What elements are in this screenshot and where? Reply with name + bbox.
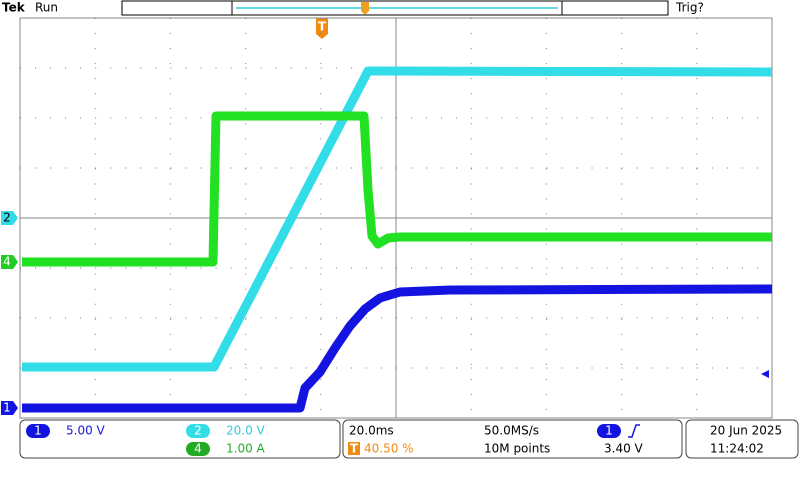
brand: Tek — [2, 1, 26, 15]
ch1-badge-label: 1 — [34, 424, 42, 438]
trace-ch1 — [22, 284, 773, 413]
time-scale: 20.0ms — [349, 424, 394, 438]
trigger-status: Trig? — [675, 1, 704, 15]
trace-ch2 — [22, 66, 773, 372]
ch4-badge — [186, 442, 210, 456]
ch2-badge-label: 2 — [194, 424, 202, 438]
trace-ch4 — [22, 111, 772, 267]
date: 20 Jun 2025 — [710, 424, 782, 438]
position-icon — [348, 442, 360, 455]
trigger-level: 3.40 V — [604, 442, 644, 456]
horizontal-position: 40.50 % — [364, 442, 414, 456]
time: 11:24:02 — [710, 442, 764, 456]
ch4-badge-label: 4 — [194, 442, 202, 456]
trigger-slope-icon — [628, 424, 640, 438]
trigger-time-marker-label: T — [318, 20, 327, 34]
ch1-scale: 5.00 V — [66, 424, 106, 438]
acq-status: Run — [35, 1, 58, 15]
channel-panel — [19, 419, 341, 459]
trigger-level-marker — [761, 370, 769, 378]
trigger-source-badge — [597, 424, 621, 438]
trigger-time-marker — [316, 18, 328, 39]
ch1-ground-marker — [1, 401, 18, 415]
ch2-scale: 20.0 V — [226, 424, 266, 438]
datetime-panel — [685, 419, 799, 459]
position-icon-label: T — [350, 442, 359, 456]
ch2-ground-label: 2 — [3, 211, 11, 225]
ch4-ground-marker — [1, 255, 18, 269]
sample-rate: 50.0MS/s — [484, 424, 539, 438]
ch1-badge — [26, 424, 50, 438]
ch1-ground-label: 1 — [3, 401, 11, 415]
ch2-badge — [186, 424, 210, 438]
trigger-source: 1 — [605, 424, 613, 438]
ch2-ground-marker — [1, 211, 18, 225]
trigger-position-marker — [361, 2, 369, 15]
record-length: 10M points — [484, 442, 550, 456]
ch4-scale: 1.00 A — [226, 442, 266, 456]
ch4-ground-label: 4 — [3, 255, 11, 269]
